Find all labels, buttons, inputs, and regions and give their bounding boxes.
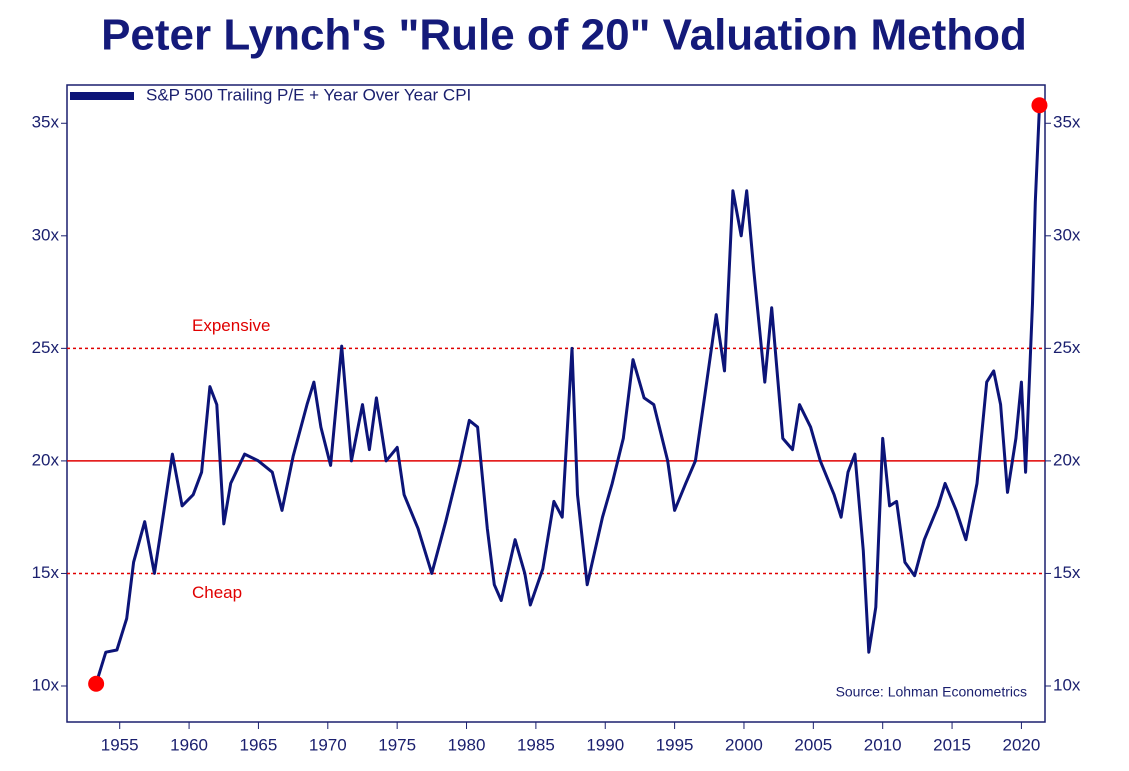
x-tick-label: 1970 bbox=[309, 735, 347, 754]
endpoint-marker bbox=[88, 675, 105, 692]
x-tick-label: 2020 bbox=[1003, 735, 1041, 754]
y-tick-label: 25x bbox=[32, 338, 60, 357]
legend-label: S&P 500 Trailing P/E + Year Over Year CP… bbox=[146, 85, 471, 104]
plot-frame bbox=[66, 84, 1046, 723]
x-tick-label: 1985 bbox=[517, 735, 555, 754]
y2-tick-label: 30x bbox=[1053, 225, 1081, 244]
reference-label: Cheap bbox=[192, 583, 242, 602]
x-tick-label: 1980 bbox=[448, 735, 486, 754]
y-tick-label: 20x bbox=[32, 450, 60, 469]
y-tick-label: 35x bbox=[32, 113, 60, 132]
endpoint-marker bbox=[1031, 97, 1048, 114]
reference-label: Expensive bbox=[192, 316, 270, 335]
x-tick-label: 1975 bbox=[378, 735, 416, 754]
y2-tick-label: 35x bbox=[1053, 113, 1081, 132]
x-tick-label: 1955 bbox=[101, 735, 139, 754]
y-tick-label: 10x bbox=[32, 675, 60, 694]
y-tick-label: 30x bbox=[32, 225, 60, 244]
chart-title: Peter Lynch's "Rule of 20" Valuation Met… bbox=[101, 11, 1027, 60]
y-tick-label: 15x bbox=[32, 563, 60, 582]
x-tick-label: 2005 bbox=[794, 735, 832, 754]
x-tick-label: 1995 bbox=[656, 735, 694, 754]
x-tick-label: 2010 bbox=[864, 735, 902, 754]
x-tick-label: 1965 bbox=[240, 735, 278, 754]
series-line bbox=[94, 105, 1041, 685]
x-tick-label: 2000 bbox=[725, 735, 763, 754]
y2-tick-label: 15x bbox=[1053, 563, 1081, 582]
y2-tick-label: 25x bbox=[1053, 338, 1081, 357]
x-tick-label: 1960 bbox=[170, 735, 208, 754]
x-tick-label: 1990 bbox=[586, 735, 624, 754]
y2-tick-label: 10x bbox=[1053, 675, 1081, 694]
source-note: Source: Lohman Econometrics bbox=[836, 684, 1027, 700]
x-tick-label: 2015 bbox=[933, 735, 971, 754]
y2-tick-label: 20x bbox=[1053, 450, 1081, 469]
